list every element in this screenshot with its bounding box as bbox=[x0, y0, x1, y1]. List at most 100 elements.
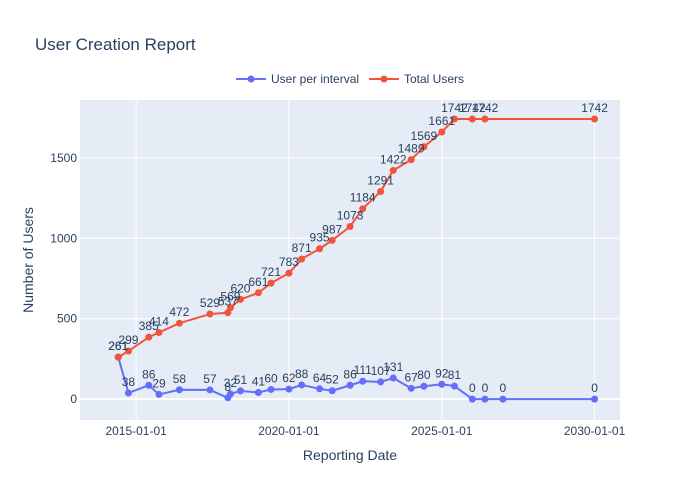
x-tick-label: 2020-01-01 bbox=[258, 424, 320, 438]
data-label-total: 1184 bbox=[350, 191, 376, 205]
point-total[interactable] bbox=[236, 295, 244, 303]
point-total[interactable] bbox=[377, 187, 385, 195]
data-label-interval: 0 bbox=[482, 381, 489, 395]
point-interval[interactable] bbox=[206, 386, 214, 394]
point-total[interactable] bbox=[346, 223, 354, 231]
data-label-total: 1742 bbox=[581, 101, 608, 115]
point-interval[interactable] bbox=[481, 395, 489, 403]
data-label-total: 1291 bbox=[367, 173, 394, 187]
point-total[interactable] bbox=[359, 205, 367, 213]
y-tick-labels: 0 500 1000 1500 bbox=[50, 151, 77, 406]
point-interval[interactable] bbox=[328, 387, 336, 395]
data-label-interval: 8 bbox=[224, 380, 231, 394]
point-interval[interactable] bbox=[175, 386, 183, 394]
data-label-total: 721 bbox=[261, 265, 281, 279]
point-interval[interactable] bbox=[267, 385, 275, 393]
point-interval[interactable] bbox=[438, 380, 446, 388]
point-total[interactable] bbox=[420, 143, 428, 151]
point-total[interactable] bbox=[438, 128, 446, 136]
point-total[interactable] bbox=[298, 255, 306, 263]
point-total[interactable] bbox=[591, 115, 599, 123]
data-label-total: 1742 bbox=[459, 101, 486, 115]
data-label-interval: 52 bbox=[325, 373, 339, 387]
data-label-interval: 92 bbox=[435, 366, 449, 380]
data-label-total: 620 bbox=[230, 281, 250, 295]
data-label-total: 299 bbox=[118, 333, 138, 347]
data-label-interval: 67 bbox=[404, 370, 418, 384]
point-interval[interactable] bbox=[145, 381, 153, 389]
data-label-interval: 261 bbox=[108, 339, 128, 353]
point-total[interactable] bbox=[145, 333, 153, 341]
data-label-interval: 60 bbox=[264, 371, 278, 385]
data-label-interval: 86 bbox=[142, 367, 156, 381]
data-label-total: 1422 bbox=[380, 152, 407, 166]
point-interval[interactable] bbox=[254, 389, 262, 397]
point-total[interactable] bbox=[328, 236, 336, 244]
data-label-interval: 0 bbox=[500, 381, 507, 395]
x-tick-label: 2025-01-01 bbox=[411, 424, 473, 438]
data-label-interval: 41 bbox=[252, 375, 266, 389]
point-total[interactable] bbox=[285, 269, 293, 277]
point-total[interactable] bbox=[389, 166, 397, 174]
x-tick-label: 2030-01-01 bbox=[564, 424, 626, 438]
point-total[interactable] bbox=[450, 115, 458, 123]
point-total[interactable] bbox=[481, 115, 489, 123]
point-interval[interactable] bbox=[377, 378, 385, 386]
legend-marker-interval bbox=[247, 75, 255, 83]
data-label-interval: 32 bbox=[224, 376, 238, 390]
data-label-interval: 0 bbox=[469, 381, 476, 395]
point-interval[interactable] bbox=[468, 395, 476, 403]
point-total[interactable] bbox=[206, 310, 214, 318]
point-total[interactable] bbox=[254, 289, 262, 297]
point-total[interactable] bbox=[114, 353, 122, 361]
point-total[interactable] bbox=[155, 329, 163, 337]
data-label-interval: 0 bbox=[591, 381, 598, 395]
point-interval[interactable] bbox=[155, 390, 163, 398]
point-interval[interactable] bbox=[124, 389, 132, 397]
point-interval[interactable] bbox=[346, 381, 354, 389]
data-label-interval: 51 bbox=[234, 373, 248, 387]
point-interval[interactable] bbox=[407, 384, 415, 392]
point-interval[interactable] bbox=[359, 377, 367, 385]
data-label-interval: 38 bbox=[122, 375, 136, 389]
point-interval[interactable] bbox=[389, 374, 397, 382]
y-tick-label: 0 bbox=[70, 392, 77, 406]
point-total[interactable] bbox=[407, 156, 415, 164]
series-layer bbox=[114, 115, 599, 403]
data-label-interval: 58 bbox=[173, 372, 187, 386]
point-total[interactable] bbox=[175, 319, 183, 327]
x-axis-title: Reporting Date bbox=[303, 447, 397, 463]
point-total[interactable] bbox=[316, 245, 324, 253]
data-label-interval: 131 bbox=[383, 360, 403, 374]
point-total[interactable] bbox=[124, 347, 132, 355]
legend[interactable]: User per interval Total Users bbox=[236, 72, 464, 86]
y-axis-title: Number of Users bbox=[20, 207, 36, 313]
data-label-interval: 62 bbox=[282, 371, 296, 385]
point-interval[interactable] bbox=[499, 395, 507, 403]
legend-item-interval[interactable]: User per interval bbox=[236, 72, 359, 86]
data-label-total: 1742 bbox=[472, 101, 499, 115]
legend-marker-total bbox=[380, 75, 388, 83]
point-total[interactable] bbox=[468, 115, 476, 123]
legend-item-total[interactable]: Total Users bbox=[369, 72, 464, 86]
point-interval[interactable] bbox=[226, 390, 234, 398]
data-label-total: 1489 bbox=[398, 142, 425, 156]
point-interval[interactable] bbox=[420, 382, 428, 390]
point-total[interactable] bbox=[226, 304, 234, 312]
data-label-interval: 64 bbox=[313, 371, 327, 385]
y-tick-label: 1500 bbox=[50, 151, 77, 165]
data-label-total: 935 bbox=[310, 231, 330, 245]
point-interval[interactable] bbox=[298, 381, 306, 389]
point-interval[interactable] bbox=[236, 387, 244, 395]
point-interval[interactable] bbox=[450, 382, 458, 390]
point-interval[interactable] bbox=[285, 385, 293, 393]
x-grid bbox=[135, 100, 596, 420]
data-label-total: 1569 bbox=[411, 129, 438, 143]
data-label-interval: 29 bbox=[152, 376, 166, 390]
y-tick-label: 1000 bbox=[50, 231, 77, 245]
data-label-total: 414 bbox=[149, 315, 169, 329]
point-interval[interactable] bbox=[591, 395, 599, 403]
point-interval[interactable] bbox=[316, 385, 324, 393]
point-total[interactable] bbox=[267, 279, 275, 287]
data-label-total: 1742 bbox=[441, 101, 468, 115]
